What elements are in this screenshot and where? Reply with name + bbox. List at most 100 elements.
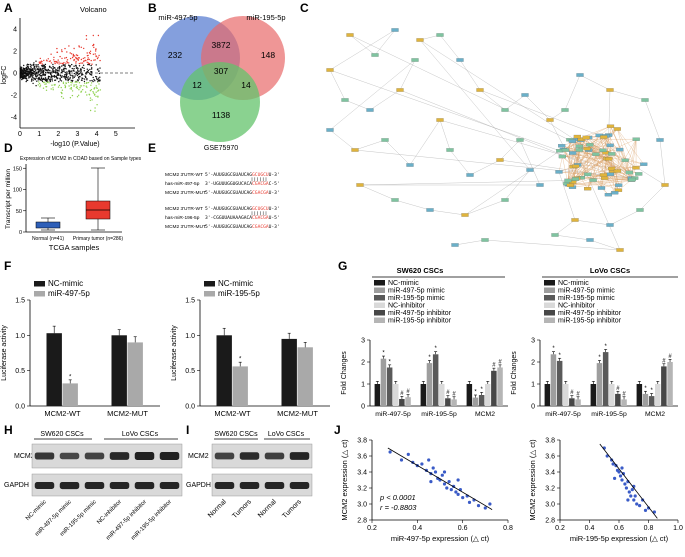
volcano-x-tick: 1: [37, 131, 41, 138]
panel-label-j: J: [334, 423, 341, 437]
volcano-point: [75, 61, 76, 62]
volcano-point: [40, 75, 41, 76]
blot-band-mcm2: [215, 453, 235, 460]
network-node: [577, 73, 584, 76]
volcano-point: [39, 74, 40, 75]
significance-mark: #: [622, 391, 626, 397]
significance-mark: *: [388, 359, 391, 365]
bar: [615, 394, 621, 406]
scatter-point: [443, 470, 446, 473]
scatter-x-tick: 0.4: [585, 525, 595, 532]
volcano-point: [98, 83, 99, 84]
volcano-point: [39, 63, 40, 64]
blot-band-mcm2: [35, 452, 55, 459]
sequence-text: 3'-CGGUUAUAAAGACACGACGAU-5': [205, 215, 280, 221]
volcano-point: [59, 74, 60, 75]
network-node: [600, 173, 607, 176]
bar-category-label: MCM2: [475, 411, 495, 418]
volcano-point: [72, 75, 73, 76]
volcano-point: [83, 61, 84, 62]
network-edge: [375, 30, 395, 55]
significance-mark: #: [498, 359, 502, 365]
volcano-point: [90, 90, 91, 91]
volcano-point: [30, 68, 31, 69]
volcano-point: [81, 69, 82, 70]
boxplot-x-label: TCGA samples: [49, 243, 100, 252]
volcano-point: [60, 79, 61, 80]
volcano-point: [51, 72, 52, 73]
volcano-point: [91, 67, 92, 68]
volcano-point: [41, 77, 42, 78]
volcano-point: [77, 55, 78, 56]
volcano-point: [24, 69, 25, 70]
volcano-point: [86, 82, 87, 83]
network-node: [477, 88, 484, 91]
network-node: [527, 168, 534, 171]
network-edge: [505, 95, 525, 110]
volcano-x-tick: 0: [18, 131, 22, 138]
significance-mark: #: [452, 391, 456, 397]
volcano-point: [29, 72, 30, 73]
blot-band-gapdh: [110, 482, 130, 489]
volcano-point: [61, 49, 62, 50]
network-edge: [485, 240, 620, 250]
scatter-point: [632, 498, 635, 501]
volcano-point: [53, 59, 54, 60]
bar-y-tick: 1: [361, 382, 365, 389]
network-node: [592, 153, 599, 156]
bar: [569, 398, 575, 406]
box-normal: [36, 222, 60, 228]
volcano-point: [72, 90, 73, 91]
volcano-point: [52, 80, 53, 81]
sequence-part: U-3': [269, 224, 280, 230]
volcano-point: [96, 104, 97, 105]
volcano-point: [33, 62, 34, 63]
bar: [661, 366, 667, 406]
volcano-point: [64, 74, 65, 75]
volcano-point: [49, 79, 50, 80]
volcano-point: [44, 79, 45, 80]
volcano-point: [58, 81, 59, 82]
volcano-point: [38, 81, 39, 82]
volcano-point: [59, 68, 60, 69]
volcano-point: [63, 82, 64, 83]
volcano-point: [96, 56, 97, 57]
sequence-name: MCM2 3'UTR-MUT: [165, 190, 206, 196]
bar: [375, 384, 381, 406]
network-node: [562, 108, 569, 111]
volcano-point: [76, 71, 77, 72]
volcano-point: [34, 67, 35, 68]
scatter-point: [620, 466, 623, 469]
significance-mark: *: [434, 346, 437, 352]
volcano-point: [46, 60, 47, 61]
volcano-point: [79, 65, 80, 66]
volcano-point: [85, 91, 86, 92]
volcano-point: [40, 85, 41, 86]
volcano-point: [79, 87, 80, 88]
volcano-point: [87, 64, 88, 65]
significance-mark: *: [650, 388, 653, 394]
volcano-point: [58, 61, 59, 62]
volcano-point: [21, 67, 22, 68]
bar-y-tick: 0.0: [15, 404, 25, 411]
network-node: [614, 169, 621, 172]
network-node: [392, 28, 399, 31]
volcano-point: [33, 79, 34, 80]
sequence-name: MCM2 3'UTR-WT: [165, 206, 203, 212]
volcano-point: [90, 85, 91, 86]
legend-swatch: [544, 318, 555, 324]
volcano-point: [49, 66, 50, 67]
network-node: [572, 165, 579, 168]
network-edge: [480, 90, 604, 137]
network-node: [629, 178, 636, 181]
legend-label: miR-497-5p mimic: [388, 288, 445, 295]
volcano-point: [73, 84, 74, 85]
scatter-y-label: MCM2 expression (△ ct): [528, 439, 537, 521]
sequence-seed: CGACGA: [252, 224, 269, 230]
network-node: [457, 58, 464, 61]
legend-label: miR-497-5p inhibitor: [388, 310, 452, 317]
network-node: [482, 238, 489, 241]
volcano-point: [86, 35, 87, 36]
network-edge: [470, 160, 500, 175]
volcano-point: [27, 64, 28, 65]
